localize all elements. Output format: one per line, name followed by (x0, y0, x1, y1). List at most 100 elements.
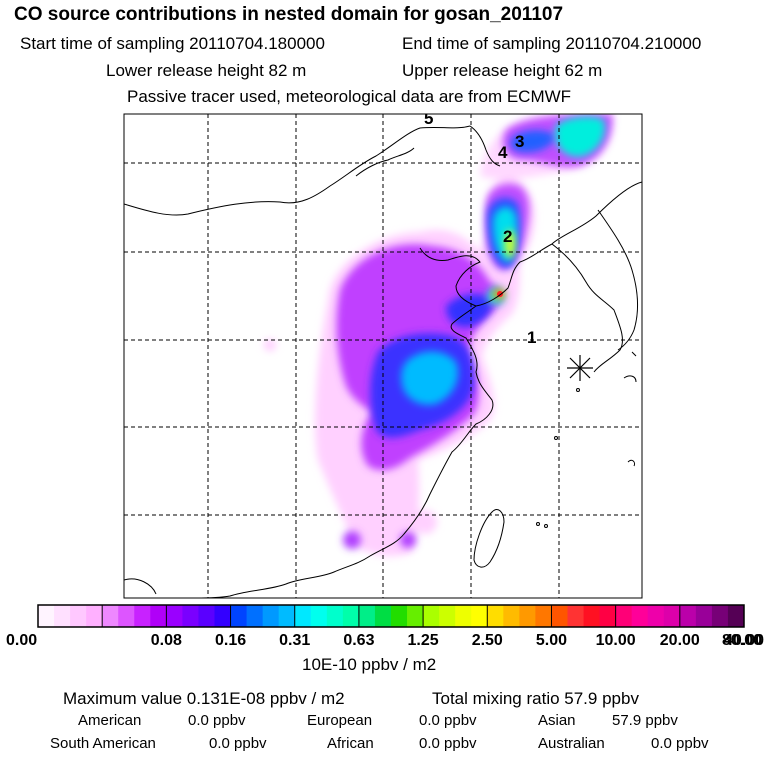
colorbar-tick-label: 5.00 (536, 632, 567, 649)
colorbar-cell (374, 605, 392, 627)
colorbar-cell (182, 605, 199, 627)
colorbar-cell (695, 605, 713, 627)
colorbar-cell (246, 605, 264, 627)
region-south-american-name: South American (50, 735, 156, 752)
coastlines (124, 125, 642, 598)
colorbar-cells (37, 604, 745, 628)
colorbar-cell (503, 605, 520, 627)
coast-korea-china (195, 181, 642, 598)
colorbar-cell (278, 605, 296, 627)
field-hot-north (505, 230, 515, 258)
map-label-3: 3 (515, 132, 524, 151)
colorbar-cell (407, 605, 424, 627)
region-european-name: European (307, 712, 373, 729)
colorbar-cell (599, 605, 617, 627)
colorbar-tick-label: 0.08 (151, 632, 182, 649)
maximum-value: Maximum value 0.131E-08 ppbv / m2 (63, 689, 345, 708)
colorbar-cell (150, 605, 167, 627)
field-pink-dot-b (413, 510, 437, 534)
grid (124, 114, 642, 598)
island-a (536, 522, 540, 526)
map-label-5: 5 (424, 109, 433, 128)
colorbar-cell (198, 605, 215, 627)
colorbar-tick-label: 0.00 (6, 632, 37, 649)
colorbar-cell (519, 605, 536, 627)
colorbar-cell (102, 605, 119, 627)
region-african-name: African (327, 735, 374, 752)
start-time-label: Start time of sampling 20110704.180000 (20, 34, 325, 53)
map-label-4: 4 (498, 143, 508, 162)
colorbar-cell (455, 605, 472, 627)
colorbar-cell (439, 605, 456, 627)
colorbar-cell (471, 605, 488, 627)
colorbar-cell (118, 605, 135, 627)
region-australian-value: 0.0 ppbv (651, 735, 709, 752)
receptor-marker-icon (567, 355, 593, 381)
colorbar-cell (342, 605, 360, 627)
region-asian-name: Asian (538, 712, 576, 729)
lower-release-label: Lower release height 82 m (106, 61, 307, 80)
region-american-value: 0.0 ppbv (188, 712, 246, 729)
field-purple-dot-a (343, 531, 361, 549)
colorbar-tick-label: 40.00 (724, 632, 764, 649)
field-cyan (401, 351, 458, 405)
colorbar-cell (358, 605, 376, 627)
field-pink-dot-a (264, 339, 276, 351)
colorbar-cell (679, 605, 697, 627)
region-european-value: 0.0 ppbv (419, 712, 477, 729)
colorbar-cell (326, 605, 344, 627)
colorbar-cell (38, 605, 55, 627)
colorbar-cell (583, 605, 600, 627)
colorbar-tick-label: 0.31 (279, 632, 310, 649)
field-blue-top (510, 130, 556, 153)
colorbar-cell (391, 605, 408, 627)
colorbar-cell (535, 605, 552, 627)
colorbar-unit: 10E-10 ppbv / m2 (302, 655, 437, 674)
border-inner (355, 147, 415, 177)
colorbar-tick-label: 2.50 (472, 632, 503, 649)
colorbar-cell (727, 605, 745, 627)
field-peak (497, 291, 503, 297)
colorbar-tick-labels: 0.00 0.08 0.16 0.31 0.63 1.25 2.50 5.00 10.00 20.… (6, 632, 764, 649)
colorbar-cell (551, 605, 568, 627)
region-south-american-value: 0.0 ppbv (209, 735, 267, 752)
colorbar-cell (615, 605, 633, 627)
tracer-note: Passive tracer used, meteorological data… (127, 87, 572, 106)
map-label-1: 1 (527, 328, 536, 347)
field-cyan-top (555, 116, 606, 157)
map-label-2: 2 (503, 227, 512, 246)
region-asian-value: 57.9 ppbv (612, 712, 678, 729)
colorbar-tick-label: 0.63 (343, 632, 374, 649)
colorbar-tick-label: 10.00 (596, 632, 636, 649)
island-d (576, 388, 580, 392)
region-american-name: American (78, 712, 142, 729)
colorbar-tick-label: 1.25 (408, 632, 439, 649)
colorbar-frame (37, 604, 745, 628)
end-time-label: End time of sampling 20110704.210000 (402, 34, 702, 53)
coast-korea-east (597, 209, 639, 351)
colorbar-cell (294, 605, 312, 627)
colorbar-tick-label: 0.16 (215, 632, 246, 649)
region-african-value: 0.0 ppbv (419, 735, 477, 752)
colorbar-cell (663, 605, 681, 627)
colorbar-cell (631, 605, 649, 627)
colorbar-cell (310, 605, 328, 627)
colorbar-cell (86, 605, 103, 627)
colorbar-tick-label: 20.00 (660, 632, 700, 649)
colorbar-cell (214, 605, 231, 627)
colorbar-cell (423, 605, 440, 627)
island-c (554, 436, 558, 440)
field-purple-dot-b (400, 532, 416, 548)
border-north (124, 125, 471, 216)
chart-title: CO source contributions in nested domain… (14, 4, 564, 25)
colorbar-cell (647, 605, 665, 627)
colorbar-cell (166, 605, 183, 627)
region-australian-name: Australian (538, 735, 605, 752)
island-b (544, 524, 548, 528)
coast-korea-west (551, 243, 623, 373)
map-frame (123, 113, 643, 599)
colorbar-cell (711, 605, 729, 627)
colorbar-cell (134, 605, 151, 627)
